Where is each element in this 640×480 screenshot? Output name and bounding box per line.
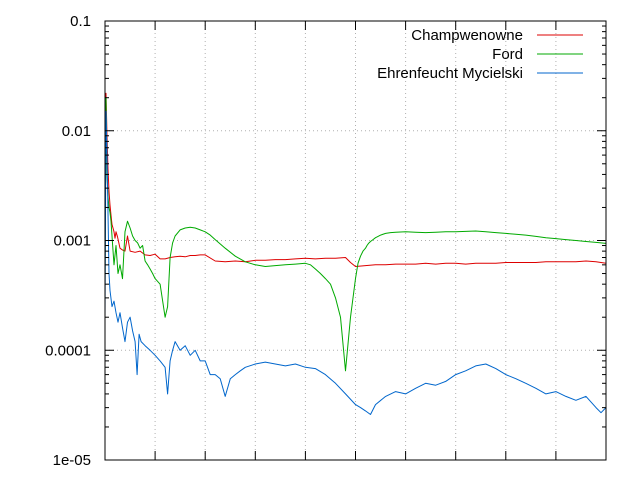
y-tick-label: 0.001	[53, 233, 91, 250]
series-line-ehrenfeucht-mycielski	[104, 110, 607, 415]
grid	[105, 21, 606, 460]
series-line-champwenowne	[104, 92, 607, 267]
y-tick-label: 0.0001	[45, 342, 91, 359]
legend: Champwenowne Ford Ehrenfeucht Mycielski	[377, 27, 583, 82]
axis-ticks: 1e-05 0.0001 0.001 0.01 0.1	[45, 13, 606, 469]
series-line-ford	[104, 97, 607, 372]
y-tick-label: 0.01	[62, 123, 91, 140]
legend-label: Champwenowne	[411, 27, 523, 44]
plot-border	[104, 20, 607, 461]
y-tick-label: 1e-05	[53, 452, 91, 469]
series-lines	[104, 92, 607, 415]
y-tick-label: 0.1	[70, 13, 91, 30]
legend-label: Ford	[492, 46, 523, 63]
legend-label: Ehrenfeucht Mycielski	[377, 65, 523, 82]
